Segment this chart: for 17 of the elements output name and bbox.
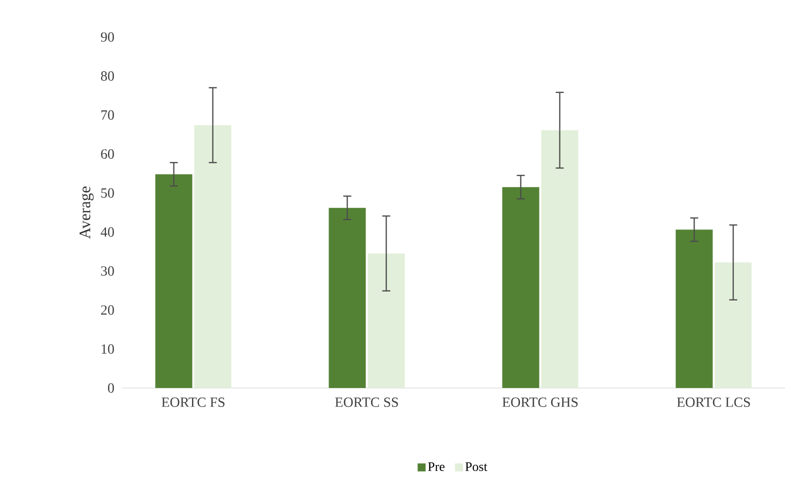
y-axis-title: Average	[80, 186, 94, 239]
y-tick-label: 90	[100, 32, 114, 42]
y-tick-label: 80	[101, 71, 114, 81]
x-tick-label: EORTC FS	[162, 398, 224, 407]
legend-label: Post	[465, 462, 488, 472]
y-tick-label: 20	[101, 305, 114, 315]
legend-label: Pre	[428, 462, 445, 472]
y-tick-label: 0	[108, 383, 114, 393]
y-tick-label: 50	[101, 188, 114, 198]
y-tick-label: 70	[101, 110, 114, 120]
x-tick-label: EORTC SS	[335, 398, 398, 407]
y-tick-label: 30	[101, 266, 114, 276]
x-tick-label: EORTC GHS	[502, 398, 578, 407]
y-tick-label: 60	[101, 149, 114, 159]
y-tick-label: 10	[102, 344, 114, 354]
y-tick-label: 40	[100, 227, 114, 237]
x-tick-label: EORTC LCS	[677, 398, 750, 407]
